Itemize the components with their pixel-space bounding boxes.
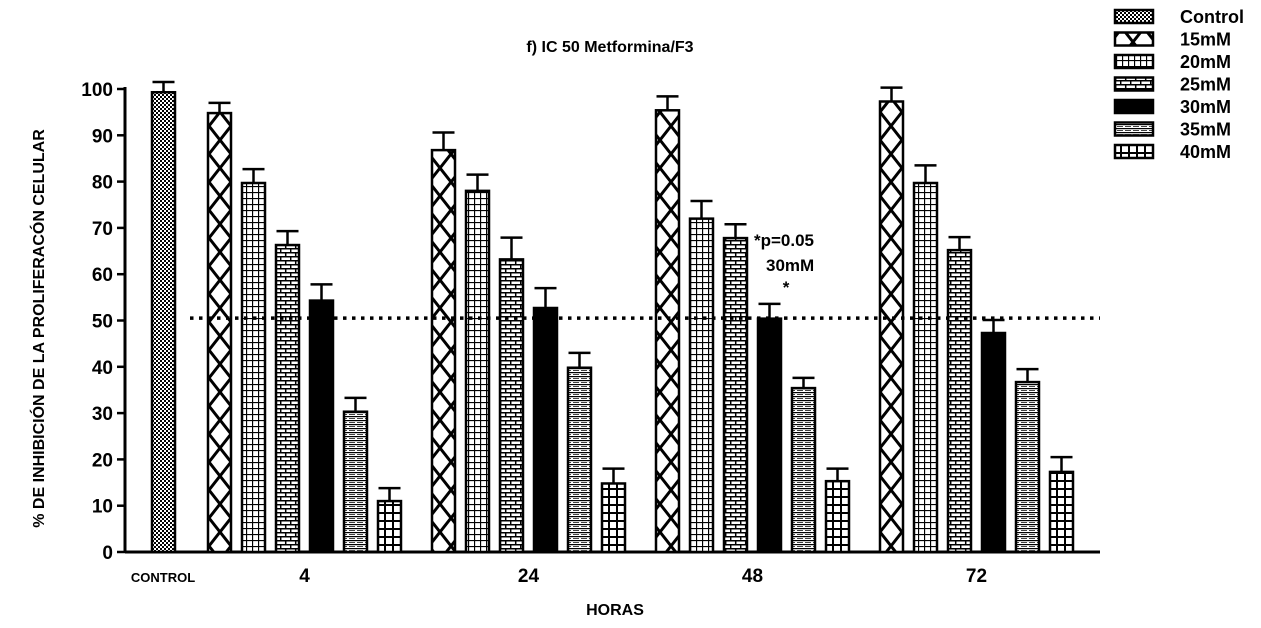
bar-30mm: [980, 331, 1007, 554]
bar-15mm: [654, 109, 681, 554]
legend-swatch: [1113, 31, 1155, 47]
bar-25mm: [946, 248, 973, 554]
legend-swatch: [1113, 143, 1155, 160]
x-tick-label: 48: [742, 566, 763, 587]
x-tick-label: 24: [518, 566, 540, 587]
bar-35mm: [566, 366, 593, 554]
y-tick-label: 100: [81, 80, 113, 101]
legend-label: Control: [1180, 7, 1244, 27]
bar-40mm: [600, 482, 627, 554]
bar-40mm: [824, 479, 851, 554]
bar-35mm: [342, 410, 369, 554]
bar-30mm: [532, 306, 559, 554]
legend-label: 35mM: [1180, 120, 1231, 140]
legend-label: 25mM: [1180, 75, 1231, 95]
y-tick-label: 50: [92, 312, 113, 333]
legend-label: 15mM: [1180, 30, 1231, 50]
y-tick-label: 80: [92, 173, 113, 194]
y-tick-label: 0: [102, 543, 113, 564]
y-axis-label: % DE INHIBICIÓN DE LA PROLIFERACÓN CELUL…: [29, 129, 48, 528]
bar-15mm: [430, 148, 457, 554]
legend-swatch: [1113, 53, 1155, 70]
legend-label: 30mM: [1180, 97, 1231, 117]
legend-label: 20mM: [1180, 52, 1231, 72]
bar-25mm: [722, 236, 749, 554]
annotation-star: *: [783, 278, 790, 297]
x-tick-label: 4: [299, 566, 310, 587]
annotation-p-value: *p=0.05: [754, 231, 814, 250]
bar-40mm: [1048, 470, 1075, 554]
y-tick-label: 70: [92, 219, 113, 240]
bar-30mm: [308, 299, 335, 554]
chart-title: f) IC 50 Metformina/F3: [526, 39, 693, 56]
legend-swatch: [1113, 8, 1155, 25]
legend-label: 40mM: [1180, 142, 1231, 162]
bar-20mm: [688, 217, 715, 554]
bar-40mm: [376, 499, 403, 554]
y-tick-label: 90: [92, 126, 113, 147]
bar-20mm: [240, 181, 267, 554]
legend-swatch: [1113, 76, 1155, 92]
legend-swatch: [1113, 98, 1155, 115]
legend-swatch: [1113, 121, 1155, 137]
y-tick-label: 20: [92, 450, 113, 471]
y-tick-label: 10: [92, 497, 113, 518]
bar-20mm: [464, 189, 491, 554]
bar-30mm: [756, 317, 783, 554]
bar-35mm: [790, 386, 817, 554]
y-tick-label: 60: [92, 265, 113, 286]
bar-15mm: [206, 111, 233, 554]
x-tick-label: 72: [966, 566, 987, 587]
annotation-series: 30mM: [766, 256, 814, 275]
x-tick-label: CONTROL: [131, 570, 195, 585]
bar-15mm: [878, 100, 905, 554]
y-tick-label: 30: [92, 404, 113, 425]
bar-control: [150, 90, 177, 554]
bar-25mm: [498, 258, 525, 554]
x-axis-label: HORAS: [586, 602, 644, 619]
bar-20mm: [912, 181, 939, 554]
bar-35mm: [1014, 380, 1041, 554]
y-tick-label: 40: [92, 358, 113, 379]
bar-25mm: [274, 243, 301, 554]
